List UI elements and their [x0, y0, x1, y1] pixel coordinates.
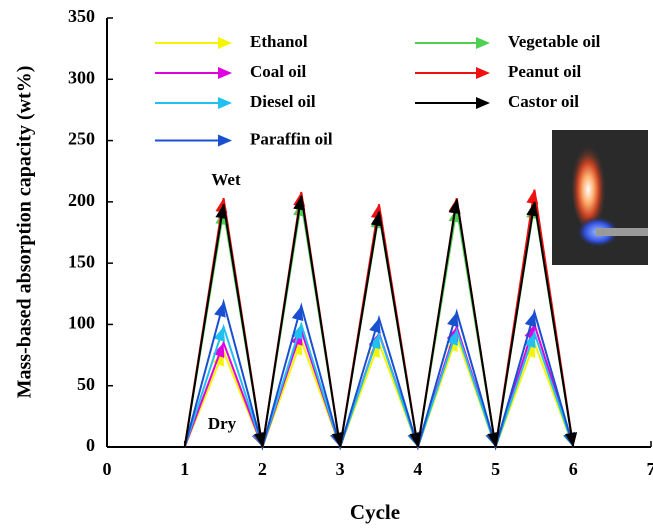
arrowhead [213, 342, 225, 359]
arrowhead [218, 97, 232, 109]
legend-label: Diesel oil [250, 92, 316, 111]
y-tick-label: 250 [68, 129, 95, 149]
arrowhead [332, 432, 344, 447]
legend-label: Castor oil [508, 92, 579, 111]
y-tick-label: 200 [68, 190, 95, 210]
x-tick-label: 6 [569, 459, 578, 479]
arrowhead [524, 333, 536, 349]
arrowhead [487, 432, 500, 447]
arrowhead [291, 324, 303, 340]
annotation: Dry [208, 414, 237, 433]
arrowhead [565, 432, 578, 447]
arrowhead [215, 204, 228, 220]
legend-label: Paraffin oil [250, 129, 333, 148]
y-tick-label: 0 [86, 435, 95, 455]
x-tick-label: 0 [103, 459, 112, 479]
arrowhead [476, 37, 490, 49]
series-line [183, 321, 575, 451]
inset-photo [552, 130, 648, 265]
arrowhead [293, 195, 306, 211]
y-axis-label: Mass-based absorption capacity (wt%) [14, 66, 36, 399]
legend-label: Ethanol [250, 32, 308, 51]
legend-item: Ethanol [155, 32, 308, 51]
x-tick-label: 3 [336, 459, 345, 479]
arrowhead [214, 302, 226, 318]
legend-item: Paraffin oil [155, 129, 333, 148]
legend-item: Vegetable oil [415, 32, 601, 51]
legend-item: Peanut oil [415, 62, 581, 81]
legend-label: Peanut oil [508, 62, 581, 81]
y-tick-label: 150 [68, 251, 95, 271]
x-tick-label: 7 [647, 459, 653, 479]
arrowhead [526, 189, 539, 205]
arrowhead [409, 432, 422, 447]
arrowhead [476, 97, 490, 109]
y-tick-label: 300 [68, 67, 95, 87]
arrowhead [524, 312, 537, 328]
legend-item: Coal oil [155, 62, 306, 81]
arrowhead [213, 326, 225, 343]
arrowhead [476, 67, 490, 79]
x-axis-label: Cycle [350, 500, 400, 524]
legend-label: Vegetable oil [508, 32, 601, 51]
arrowhead [218, 67, 232, 79]
legend-item: Castor oil [415, 92, 579, 111]
arrowhead [218, 134, 232, 147]
arrowhead [291, 306, 304, 322]
arrowhead [448, 199, 461, 215]
x-tick-label: 1 [180, 459, 189, 479]
y-tick-label: 50 [77, 374, 95, 394]
annotation: Wet [211, 170, 241, 189]
arrowhead [218, 37, 232, 49]
arrowhead [370, 211, 383, 227]
x-tick-label: 2 [258, 459, 267, 479]
arrowhead [526, 201, 539, 217]
arrowhead [446, 330, 458, 346]
y-tick-label: 100 [68, 313, 95, 333]
x-tick-label: 5 [491, 459, 500, 479]
arrowhead [447, 312, 459, 328]
legend-label: Coal oil [250, 62, 306, 81]
arrowhead [254, 432, 267, 447]
arrowhead [369, 318, 381, 334]
legend-item: Diesel oil [155, 92, 316, 111]
y-tick-label: 350 [68, 6, 95, 26]
x-tick-label: 4 [413, 459, 422, 479]
